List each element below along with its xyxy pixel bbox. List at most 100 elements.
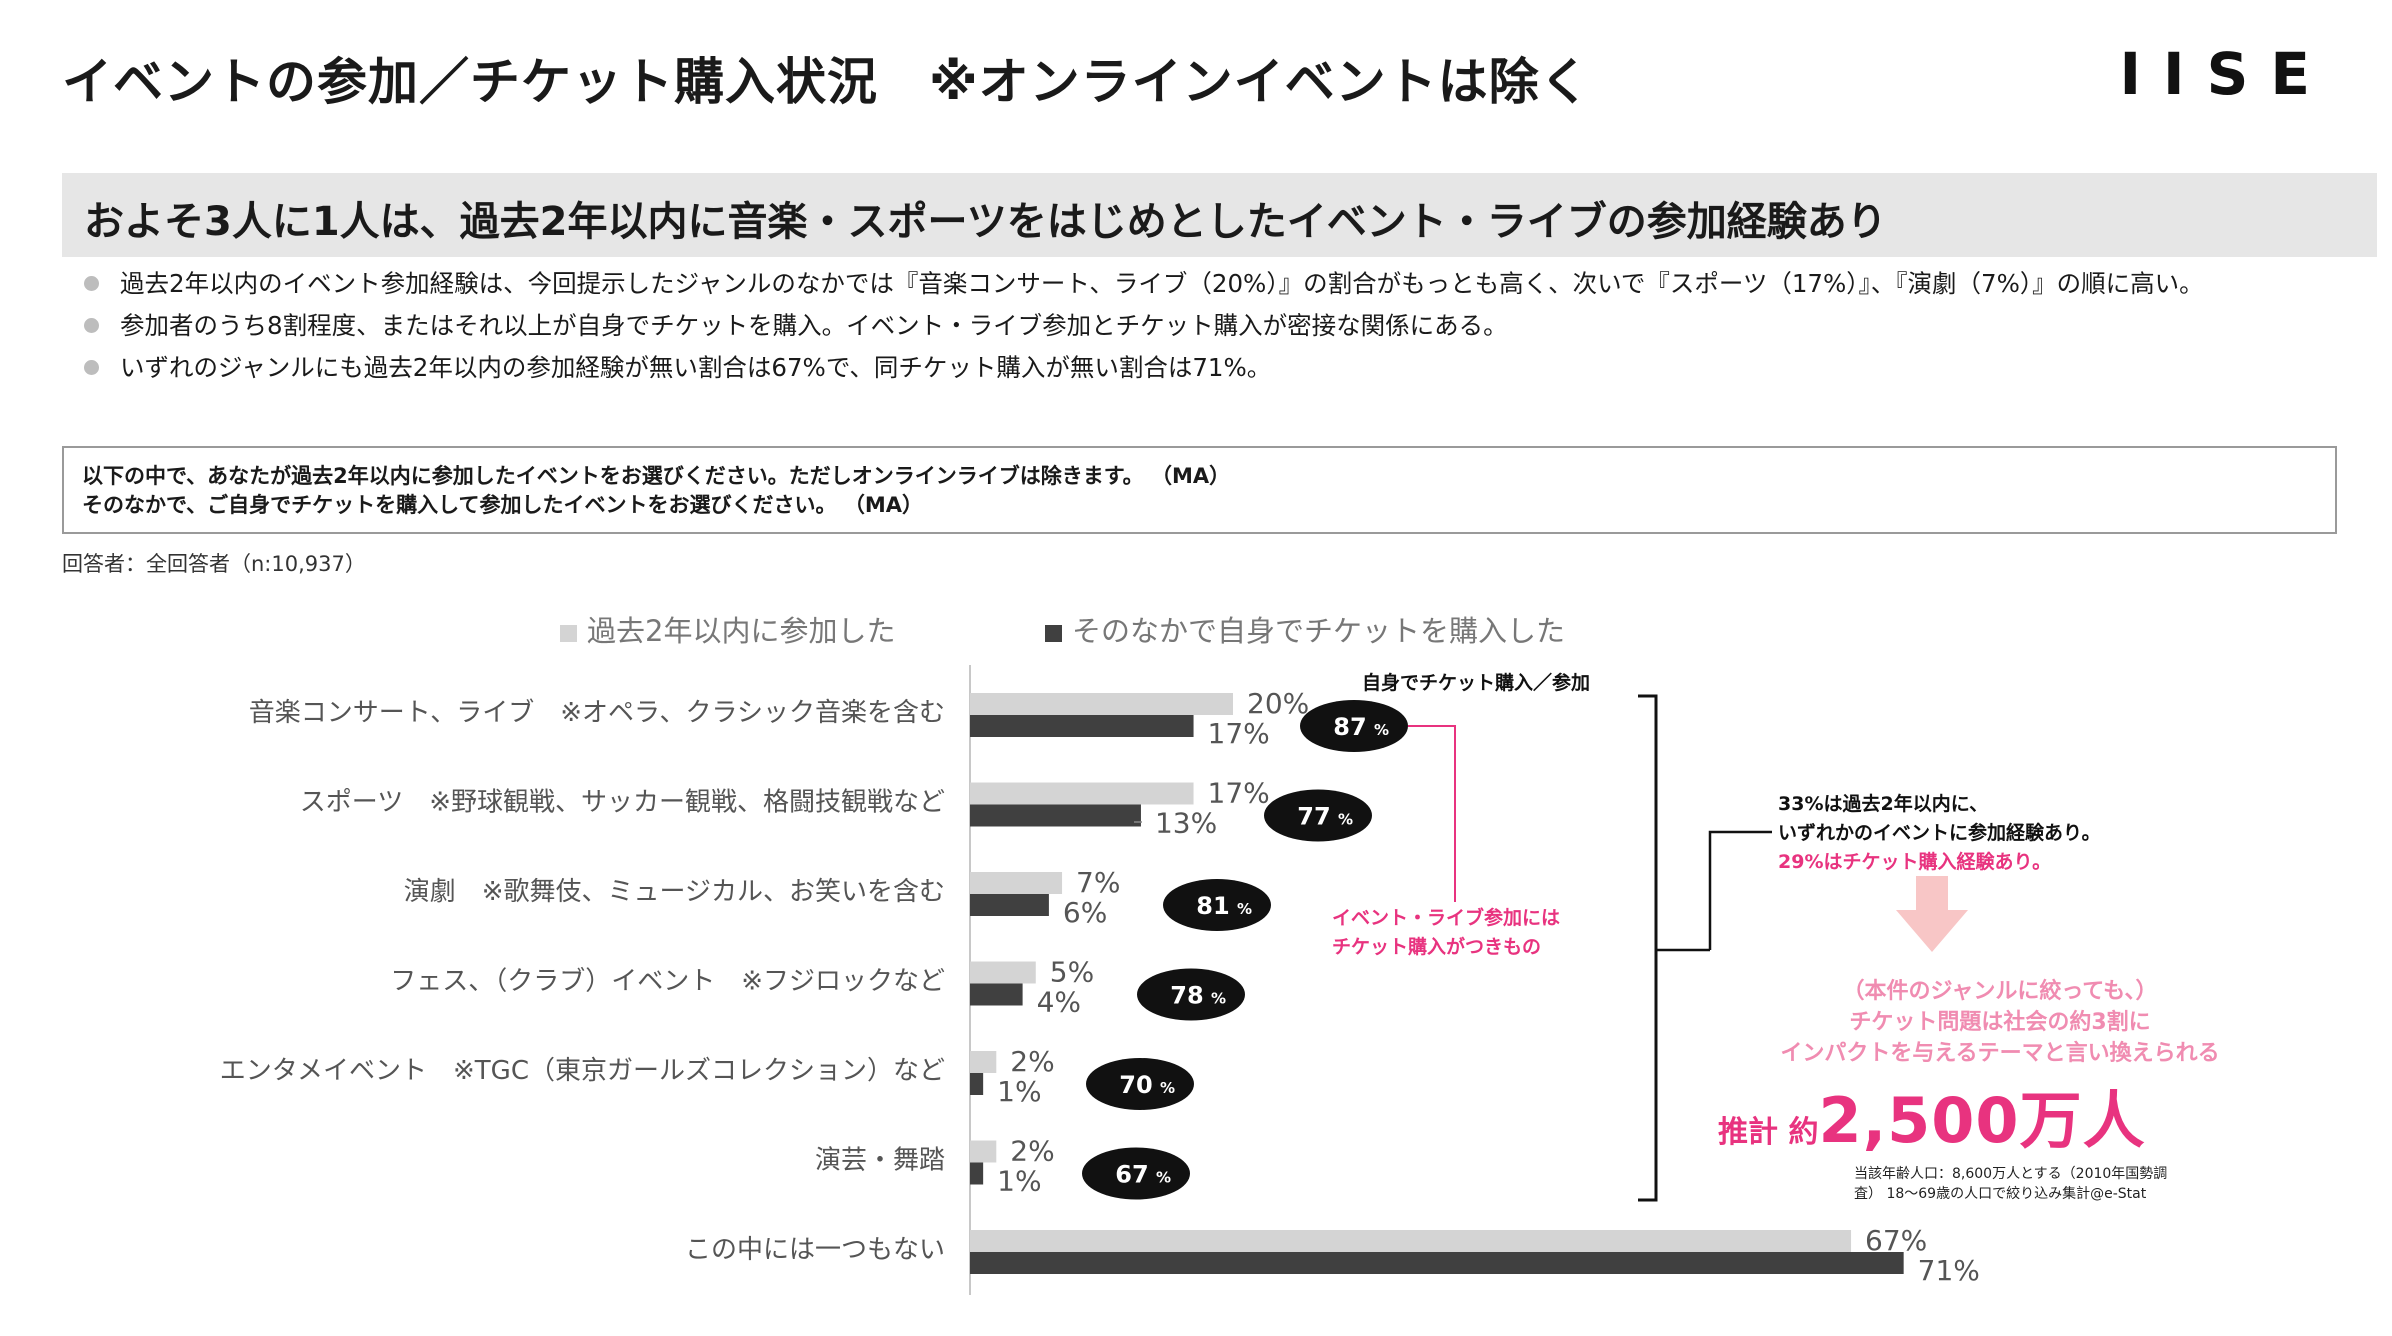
ratio-value: 67 [1115,1161,1148,1189]
summary-bullets: 過去2年以内のイベント参加経験は、今回提示したジャンルのなかでは『音楽コンサート… [82,266,2372,392]
ratio-oval [1300,700,1408,752]
estimate-prefix: 推計 約 [1718,1115,1819,1150]
data-label-purchased: 6% [1063,896,1107,929]
ratio-unit: % [1374,721,1389,739]
ratio-unit: % [1160,1079,1175,1097]
impact-callout-line: （本件のジャンルに絞っても、） [1842,979,2158,1004]
ratio-oval [1137,968,1245,1021]
bullet-dot-icon [84,318,99,333]
pink-connector-line [1408,725,1456,902]
category-label: 音楽コンサート、ライブ ※オペラ、クラシック音楽を含む [249,698,945,728]
bar-participated [970,1051,997,1073]
bar-participated [970,1230,1852,1252]
estimate-value: 2,500万人 [1818,1084,2146,1157]
bar-participated [970,872,1063,894]
ratio-header: 自身でチケット購入／参加 [1362,672,1591,694]
category-label: この中には一つもない [685,1235,945,1265]
bullet-text: 参加者のうち8割程度、またはそれ以上が自身でチケットを購入。イベント・ライブ参加… [120,311,1508,340]
bullet-dot-icon [84,360,99,375]
bullet-text: いずれのジャンルにも過去2年以内の参加経験が無い割合は67%で、同チケット購入が… [120,353,1272,382]
legend-swatch-dark [1045,624,1062,642]
data-label-purchased: 1% [997,1075,1041,1108]
legend-item-purchased: そのなかで自身でチケットを購入した [1045,608,1565,650]
ratio-value: 87 [1333,713,1366,741]
pink-callout-line: イベント・ライブ参加には [1332,907,1561,929]
data-label-purchased: 17% [1208,717,1270,750]
headline-band: およそ3人に1人は、過去2年以内に音楽・スポーツをはじめとしたイベント・ライブの… [62,173,2377,257]
data-label-participated: 17% [1208,777,1270,810]
bullet-item: 参加者のうち8割程度、またはそれ以上が自身でチケットを購入。イベント・ライブ参加… [82,308,2372,344]
bar-purchased [970,1162,984,1185]
data-label-participated: 20% [1247,687,1309,720]
category-label: エンタメイベント ※TGC（東京ガールズコレクション）など [220,1056,945,1086]
data-label-purchased: 4% [1037,986,1081,1019]
ratio-value: 81 [1196,892,1229,920]
group-bracket [1638,694,1658,1202]
bar-purchased [970,715,1194,737]
question-line-1: 以下の中で、あなたが過去2年以内に参加したイベントをお選びください。ただしオンラ… [82,464,1231,488]
ratio-unit: % [1338,811,1353,829]
bar-participated [970,961,1036,984]
legend-label: 過去2年以内に参加した [587,614,896,648]
data-label-participated: 2% [1010,1045,1054,1078]
ratio-oval [1082,1147,1190,1200]
source-note-line: 当該年齢人口：8,600万人とする（2010年国勢調 [1854,1166,2168,1182]
pink-callout-line: チケット購入がつきもの [1332,936,1542,958]
legend-label: そのなかで自身でチケットを購入した [1072,614,1566,648]
iise-logo: IISE [2119,40,2332,108]
bar-purchased [970,1252,1904,1274]
headline-text: およそ3人に1人は、過去2年以内に音楽・スポーツをはじめとしたイベント・ライブの… [84,199,1887,245]
estimate-figure: 推計 約2,500万人 [1718,1070,2146,1160]
source-note: 当該年齢人口：8,600万人とする（2010年国勢調 査） 18～69歳の人口で… [1854,1164,2194,1204]
ratio-value: 70 [1119,1071,1152,1099]
bar-purchased [970,804,1141,827]
ratio-value: 77 [1297,803,1330,831]
data-label-participated: 5% [1050,956,1094,989]
ratio-unit: % [1237,900,1252,918]
data-label-participated: 7% [1076,866,1120,899]
source-note-line: 査） 18～69歳の人口で絞り込み集計@e-Stat [1854,1186,2147,1202]
bar-participated [970,1140,997,1163]
ratio-oval [1264,789,1372,842]
category-label: フェス、（クラブ）イベント ※フジロックなど [390,967,945,997]
legend-swatch-light [560,624,577,642]
ratio-value: 78 [1170,982,1203,1010]
data-label-participated: 67% [1865,1224,1927,1257]
bar-purchased [970,983,1023,1006]
bullet-item: いずれのジャンルにも過去2年以内の参加経験が無い割合は67%で、同チケット購入が… [82,350,2372,386]
question-box: 以下の中で、あなたが過去2年以内に参加したイベントをお選びください。ただしオンラ… [62,446,2337,534]
bullet-dot-icon [84,276,99,291]
impact-callout: （本件のジャンルに絞っても、） チケット問題は社会の約3割に インパクトを与える… [1690,976,2310,1069]
data-label-participated: 2% [1010,1135,1054,1168]
category-label: 演芸・舞踏 [815,1146,945,1176]
impact-callout-line: チケット問題は社会の約3割に [1849,1010,2151,1035]
question-line-2: そのなかで、ご自身でチケットを購入して参加したイベントをお選びください。 （MA… [82,493,923,517]
ratio-unit: % [1156,1169,1171,1187]
summary-callout-line: 29%はチケット購入経験あり。 [1778,851,2052,873]
bar-participated [970,782,1194,805]
bullet-item: 過去2年以内のイベント参加経験は、今回提示したジャンルのなかでは『音楽コンサート… [82,266,2372,302]
category-label: 演劇 ※歌舞伎、ミュージカル、お笑いを含む [404,877,945,907]
respondents-note: 回答者：全回答者（n:10,937） [62,552,366,576]
ratio-oval [1163,879,1271,931]
summary-callout-line: 33%は過去2年以内に、 [1778,793,1989,815]
summary-callout-line: いずれかのイベントに参加経験あり。 [1778,822,2101,844]
summary-callout: 33%は過去2年以内に、 いずれかのイベントに参加経験あり。 29%はチケット購… [1778,790,2101,877]
ratio-oval [1086,1058,1194,1110]
down-arrow-icon [1896,876,1968,952]
impact-callout-line: インパクトを与えるテーマと言い換えられる [1780,1041,2220,1066]
data-label-purchased: 13% [1155,807,1217,840]
bracket-connector-line [1708,830,1772,950]
bar-purchased [970,1073,984,1095]
ratio-unit: % [1211,990,1226,1008]
bar-participated [970,693,1233,715]
data-label-purchased: 1% [997,1165,1041,1198]
page-title: イベントの参加／チケット購入状況 ※オンラインイベントは除く [62,53,1591,111]
pink-callout: イベント・ライブ参加には チケット購入がつきもの [1332,904,1560,962]
data-label-purchased: 71% [1918,1254,1980,1287]
bar-purchased [970,894,1049,916]
legend-item-participated: 過去2年以内に参加した [560,608,895,650]
bullet-text: 過去2年以内のイベント参加経験は、今回提示したジャンルのなかでは『音楽コンサート… [120,269,2204,298]
category-label: スポーツ ※野球観戦、サッカー観戦、格闘技観戦など [300,788,945,818]
